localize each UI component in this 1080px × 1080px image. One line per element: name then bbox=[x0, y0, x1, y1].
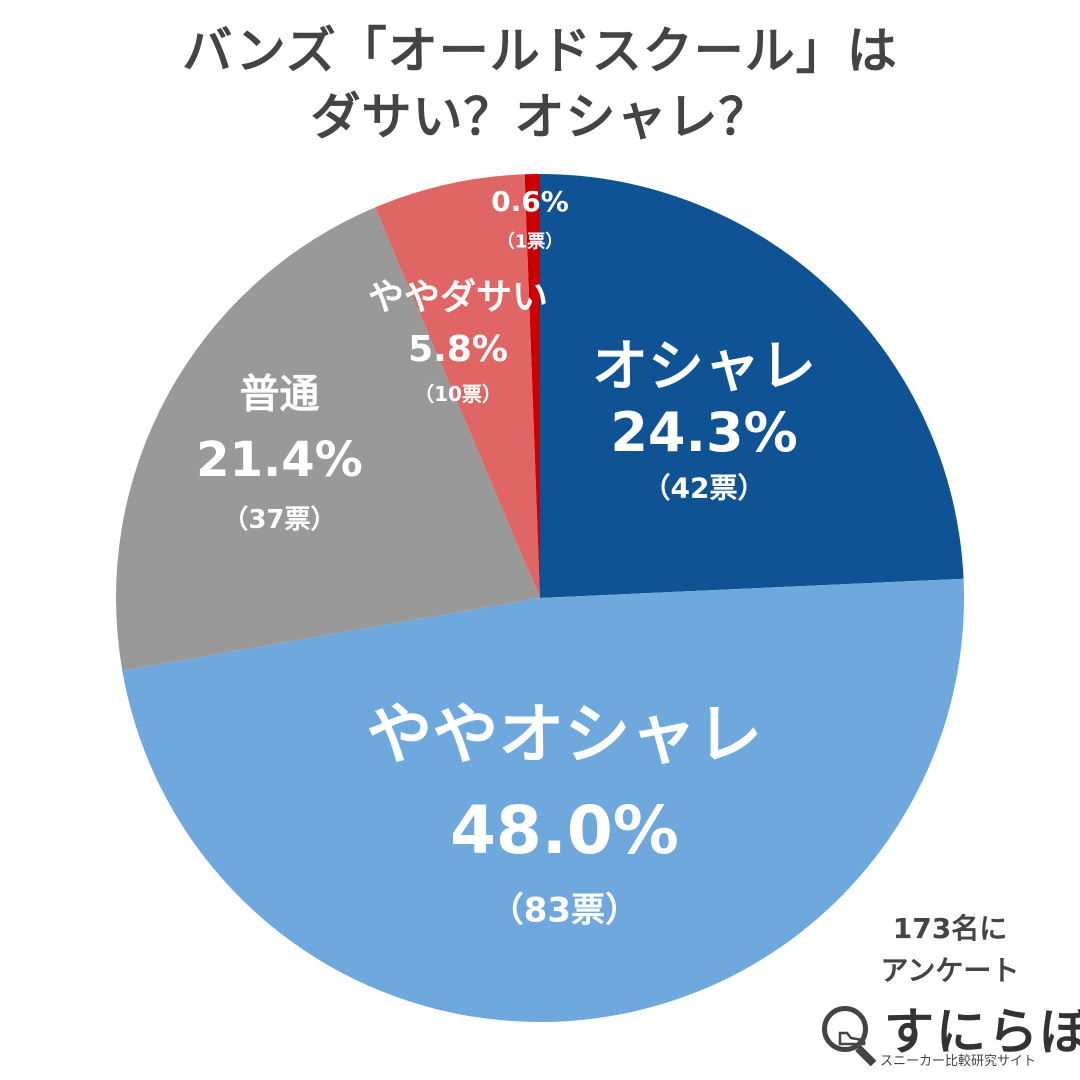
pie-slice bbox=[540, 174, 964, 598]
survey-note-line1: 173名に bbox=[892, 912, 1008, 945]
slice-percent: 0.6% bbox=[491, 185, 569, 218]
slice-votes: （37票） bbox=[222, 505, 336, 535]
magnifier-shoe-icon bbox=[822, 1006, 868, 1052]
site-logo: すにらぼ スニーカー比較研究サイト bbox=[818, 1000, 1080, 1070]
survey-note: 173名に アンケート bbox=[860, 908, 1040, 992]
slice-label: ややダサい bbox=[368, 277, 548, 318]
slice-label: 普通 bbox=[239, 371, 319, 417]
slice-label: ややオシャレ bbox=[366, 696, 762, 773]
slice-votes: （42票） bbox=[643, 471, 766, 504]
slice-votes: （1票） bbox=[497, 231, 564, 252]
pie-slice bbox=[524, 174, 540, 598]
slice-percent: 5.8% bbox=[408, 329, 508, 370]
pie-slice bbox=[122, 578, 964, 1023]
slice-votes: （10票） bbox=[414, 382, 502, 406]
slice-votes: （83票） bbox=[490, 891, 639, 931]
chart-title: バンズ「オールドスクール」は ダサい？オシャレ？ bbox=[0, 18, 1080, 150]
pie-slice bbox=[375, 174, 540, 599]
chart-title-line2: ダサい？オシャレ？ bbox=[310, 88, 770, 146]
logo-subtitle: スニーカー比較研究サイト bbox=[880, 1054, 1037, 1069]
survey-note-line2: アンケート bbox=[880, 954, 1020, 987]
slice-label: ダサい bbox=[485, 143, 575, 178]
slice-percent: 24.3% bbox=[610, 401, 797, 464]
chart-title-line1: バンズ「オールドスクール」は bbox=[182, 22, 898, 80]
slice-percent: 48.0% bbox=[450, 792, 679, 869]
pie-slice bbox=[116, 207, 541, 671]
logo-name: すにらぼ bbox=[884, 1003, 1080, 1061]
slice-label: オシャレ bbox=[592, 334, 816, 399]
slice-percent: 21.4% bbox=[196, 432, 363, 488]
magnifier-handle bbox=[855, 1045, 877, 1067]
